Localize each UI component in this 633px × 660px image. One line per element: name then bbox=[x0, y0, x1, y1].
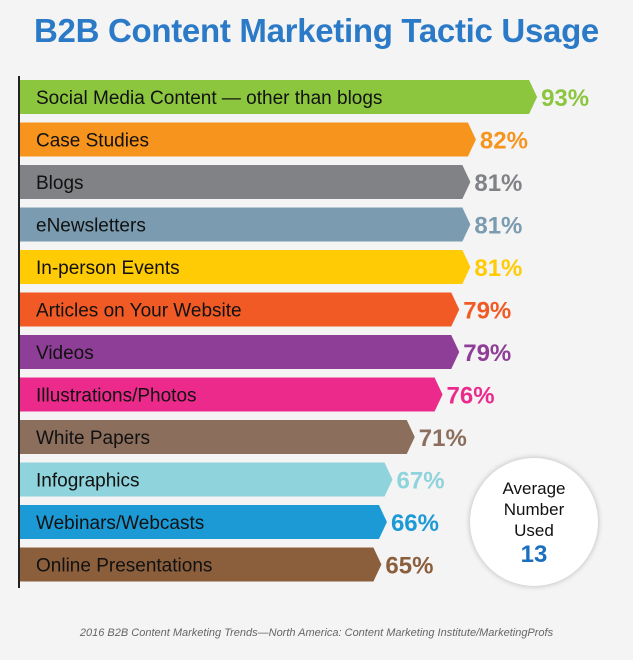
bar-7 bbox=[20, 377, 443, 412]
category-label-2: Blogs bbox=[36, 173, 84, 194]
category-label-3: eNewsletters bbox=[36, 216, 146, 237]
category-label-5: Articles on Your Website bbox=[36, 301, 242, 322]
value-label-1: 82% bbox=[480, 128, 528, 155]
category-label-7: Illustrations/Photos bbox=[36, 386, 197, 407]
value-label-4: 81% bbox=[474, 255, 522, 282]
category-label-9: Infographics bbox=[36, 471, 140, 492]
average-label-line-3: Used bbox=[514, 521, 554, 540]
bar-5 bbox=[20, 292, 460, 327]
value-label-6: 79% bbox=[463, 340, 511, 367]
value-label-8: 71% bbox=[419, 425, 467, 452]
bar-2 bbox=[20, 165, 471, 199]
average-label-line-1: Average bbox=[502, 479, 566, 498]
bar-0 bbox=[20, 80, 538, 114]
value-label-10: 66% bbox=[391, 510, 439, 537]
category-label-8: White Papers bbox=[36, 428, 150, 449]
average-label: Average Number Used bbox=[470, 478, 598, 541]
value-label-2: 81% bbox=[474, 170, 522, 197]
bar-10 bbox=[20, 505, 387, 539]
bar-9 bbox=[20, 462, 393, 497]
category-label-6: Videos bbox=[36, 343, 94, 364]
bar-3 bbox=[20, 207, 471, 242]
category-label-1: Case Studies bbox=[36, 131, 149, 152]
average-value: 13 bbox=[520, 541, 548, 568]
category-label-11: Online Presentations bbox=[36, 556, 212, 577]
bar-11 bbox=[20, 547, 382, 582]
value-label-7: 76% bbox=[447, 383, 495, 410]
source-note: 2016 B2B Content Marketing Trends—North … bbox=[79, 627, 554, 639]
value-label-11: 65% bbox=[385, 553, 433, 580]
category-label-4: In-person Events bbox=[36, 258, 180, 279]
bar-1 bbox=[20, 122, 476, 157]
bar-8 bbox=[20, 420, 415, 454]
chart-title: B2B Content Marketing Tactic Usage bbox=[34, 12, 599, 49]
value-label-5: 79% bbox=[463, 298, 511, 325]
average-badge: Average Number Used 13 bbox=[470, 458, 598, 586]
value-label-0: 93% bbox=[541, 85, 589, 112]
bar-6 bbox=[20, 335, 460, 369]
value-label-9: 67% bbox=[397, 468, 445, 495]
value-label-3: 81% bbox=[474, 213, 522, 240]
category-label-10: Webinars/Webcasts bbox=[36, 513, 204, 534]
category-label-0: Social Media Content — other than blogs bbox=[36, 88, 382, 109]
average-label-line-2: Number bbox=[503, 500, 565, 519]
bar-4 bbox=[20, 250, 471, 284]
